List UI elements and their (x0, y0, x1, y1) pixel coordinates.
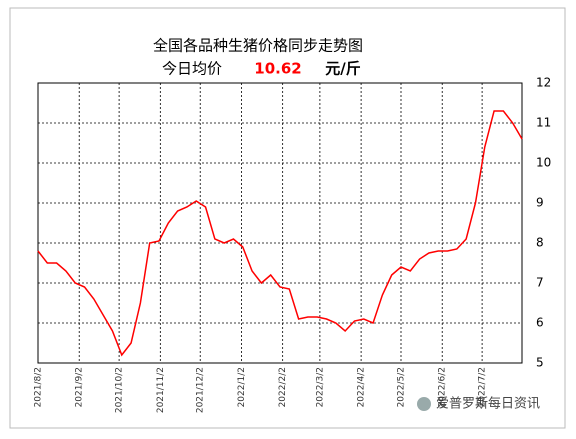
x-tick-label: 2021/12/2 (196, 367, 206, 413)
x-tick-label: 2021/11/2 (156, 367, 166, 413)
x-tick-label: 2022/4/2 (357, 367, 367, 407)
x-tick-label: 2022/7/2 (478, 367, 488, 407)
y-tick-label: 11 (536, 116, 551, 130)
y-tick-label: 5 (536, 356, 544, 370)
x-tick-label: 2021/8/2 (34, 367, 44, 407)
x-tick-label: 2022/3/2 (315, 367, 325, 407)
x-tick-label: 2022/5/2 (397, 367, 407, 407)
frame (9, 7, 566, 429)
subtitle-label: 今日均价 (162, 60, 222, 78)
x-tick-label: 2021/9/2 (75, 367, 85, 407)
watermark-icon (417, 397, 431, 411)
x-tick-label: 2022/1/2 (237, 367, 247, 407)
chart-title: 全国各品种生猪价格同步走势图 (153, 37, 363, 55)
x-tick-label: 2021/10/2 (115, 367, 125, 413)
y-tick-label: 6 (536, 316, 544, 330)
today-value: 10.62 (254, 60, 301, 78)
y-tick-label: 7 (536, 276, 544, 290)
y-tick-label: 12 (536, 76, 551, 90)
x-tick-label: 2022/2/2 (278, 367, 288, 407)
watermark: 爱普罗斯每日资讯 (436, 396, 540, 412)
price-line (37, 110, 523, 357)
y-tick-label: 9 (536, 196, 544, 210)
unit: 元/斤 (325, 60, 360, 78)
x-tick-label: 2022/6/2 (438, 367, 448, 407)
y-tick-label: 8 (536, 236, 544, 250)
y-tick-label: 10 (536, 156, 551, 170)
